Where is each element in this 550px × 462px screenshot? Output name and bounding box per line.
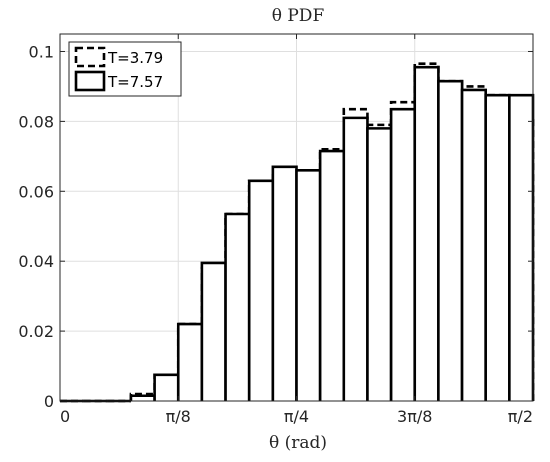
y-tick-label: 0.04: [18, 252, 54, 271]
tick-labels: 0 π/8 π/4 3π/8 π/2 0 0.02 0.04 0.06 0.08 0.1: [18, 42, 533, 426]
bar-solid: [318, 149, 346, 401]
bar-solid: [200, 261, 227, 401]
bar-solid: [508, 93, 535, 401]
bar-solid: [460, 88, 487, 401]
legend-swatch-dashed: [74, 46, 106, 68]
bar-solid: [247, 179, 275, 401]
x-tick-label: 3π/8: [397, 407, 432, 426]
legend-box: [68, 41, 182, 97]
legend: T=3.79 T=7.57: [68, 41, 182, 97]
legend-label-dashed: T=3.79: [107, 49, 163, 67]
bar-solid: [129, 394, 156, 401]
bar-solid: [389, 107, 417, 401]
bar-solid: [295, 169, 322, 401]
y-tick-label: 0.02: [18, 322, 54, 341]
x-axis-label: θ (rad): [269, 433, 327, 453]
bar-solid: [484, 93, 511, 401]
bar-solid: [437, 79, 464, 401]
y-tick-label: 0.1: [29, 42, 54, 61]
legend-swatch-solid: [74, 70, 106, 92]
x-tick-label: π/4: [284, 407, 309, 426]
y-tick-label: 0.08: [18, 112, 54, 131]
series-solid: [60, 65, 535, 403]
bar-solid: [176, 322, 204, 401]
x-tick-label: 0: [60, 407, 70, 426]
x-tick-label: π/2: [508, 407, 533, 426]
legend-label-solid: T=7.57: [107, 73, 163, 91]
y-tick-label: 0.06: [18, 182, 54, 201]
chart-title: θ PDF: [272, 6, 325, 26]
x-tick-label: π/8: [166, 407, 191, 426]
bar-solid: [153, 373, 180, 401]
bar-solid: [271, 165, 298, 401]
bar-solid: [413, 65, 440, 401]
bar-solid: [366, 127, 393, 401]
y-tick-label: 0: [44, 392, 54, 411]
axis-ticks: [59, 34, 534, 402]
bar-solid: [342, 116, 369, 401]
bar-solid: [224, 212, 251, 401]
